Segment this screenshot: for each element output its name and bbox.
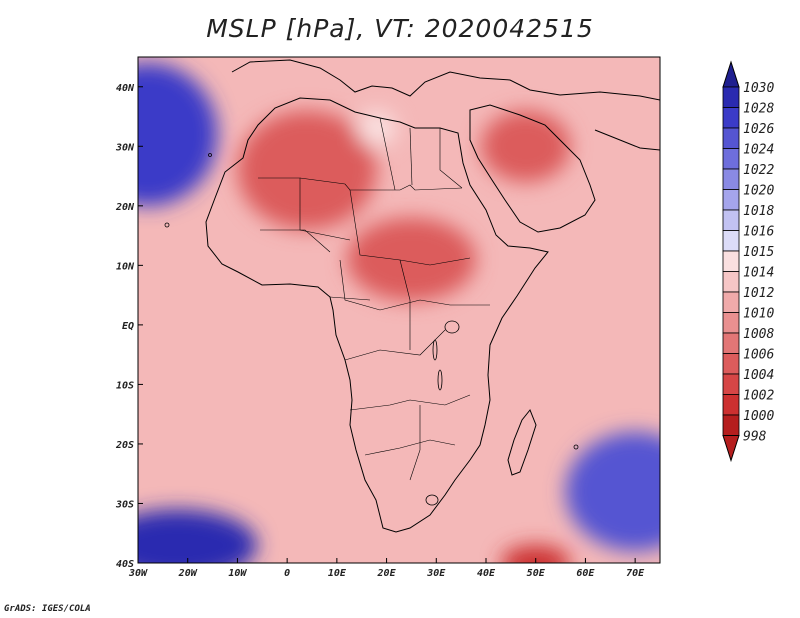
colorbar-label: 1012 — [743, 286, 774, 301]
map-frame — [137, 56, 661, 564]
lon-tick-label: 20W — [178, 568, 198, 579]
colorbar-label: 1030 — [743, 81, 774, 96]
colorbar-label: 998 — [743, 430, 767, 445]
colorbar-label: 1010 — [743, 307, 774, 322]
colorbar-segment — [722, 148, 740, 170]
colorbar-label: 1018 — [743, 204, 774, 219]
colorbar-segment — [722, 127, 740, 149]
pressure-center-azores-high — [138, 62, 218, 206]
lat-tick-label: 10S — [116, 380, 134, 391]
colorbar-label: 1026 — [743, 122, 774, 137]
lon-tick-label: 0 — [284, 568, 290, 579]
pressure-center-south-indian-high — [565, 432, 660, 552]
colorbar-label: 1004 — [743, 368, 774, 383]
lat-tick-label: EQ — [122, 321, 134, 332]
lat-tick-label: 30S — [115, 499, 134, 510]
colorbar-bottom-arrow — [722, 435, 740, 463]
pressure-center-southern-low — [500, 545, 571, 563]
lat-tick-label: 40S — [116, 559, 134, 570]
coastlines — [205, 59, 660, 533]
lon-tick-label: 60E — [576, 568, 595, 579]
colorbar-label: 1020 — [743, 184, 774, 199]
colorbar-label: 1006 — [743, 348, 774, 363]
lon-tick-label: 10E — [328, 568, 347, 579]
lakes-islands — [164, 153, 579, 506]
colorbar-label: 1016 — [743, 225, 774, 240]
lat-tick-label: 10N — [116, 261, 135, 272]
africa-coastline — [205, 97, 549, 533]
colorbar-segment — [722, 414, 740, 436]
country-borders — [258, 117, 490, 481]
colorbar-segment — [722, 86, 740, 108]
colorbar-segment — [722, 189, 740, 211]
colorbar-segment — [722, 291, 740, 313]
colorbar-label: 1000 — [743, 409, 774, 424]
lon-tick-label: 30E — [426, 568, 446, 579]
colorbar-segment — [722, 271, 740, 293]
colorbar-top-arrow — [722, 60, 740, 88]
colorbar-label: 1008 — [743, 327, 774, 342]
colorbar-segment — [722, 394, 740, 416]
pressure-center-north-africa-low — [237, 110, 377, 230]
lat-tick-label: 40N — [116, 83, 135, 94]
colorbar-segment — [722, 332, 740, 354]
lat-tick-label: 20S — [115, 440, 134, 451]
arabia-coastline — [469, 104, 596, 233]
colorbar-label: 1024 — [743, 143, 774, 158]
map-title: MSLP [hPa], VT: 2020042515 — [206, 14, 594, 43]
pressure-center-south-atlantic-high — [138, 509, 258, 563]
lat-tick-label: 20N — [115, 202, 135, 213]
colorbar-segment — [722, 230, 740, 252]
colorbar-segment — [722, 373, 740, 395]
colorbar-segment — [722, 209, 740, 231]
lat-tick-label: 30N — [115, 142, 135, 153]
colorbar-label: 1014 — [743, 266, 774, 281]
colorbar-segment — [722, 250, 740, 272]
pressure-center-central-africa-low — [346, 217, 477, 302]
lon-tick-label: 40E — [477, 568, 496, 579]
lon-tick-label: 50E — [527, 568, 546, 579]
lon-tick-label: 30W — [128, 568, 148, 579]
europe-coastline — [231, 59, 660, 101]
colorbar-label: 1002 — [743, 389, 774, 404]
colorbar-segment — [722, 107, 740, 129]
lon-tick-label: 10W — [228, 568, 247, 579]
colorbar-segment — [722, 168, 740, 190]
grads-credit: GrADS: IGES/COLA — [4, 604, 91, 614]
colorbar-label: 1015 — [743, 245, 774, 260]
colorbar-segment — [722, 353, 740, 375]
madagascar-coastline — [507, 409, 537, 476]
colorbar-segment — [722, 312, 740, 334]
colorbar-label: 1028 — [743, 102, 774, 117]
lon-tick-label: 70E — [626, 568, 645, 579]
colorbar-label: 1022 — [743, 163, 774, 178]
south-asia-coastline — [594, 129, 660, 151]
lon-tick-label: 20E — [377, 568, 397, 579]
